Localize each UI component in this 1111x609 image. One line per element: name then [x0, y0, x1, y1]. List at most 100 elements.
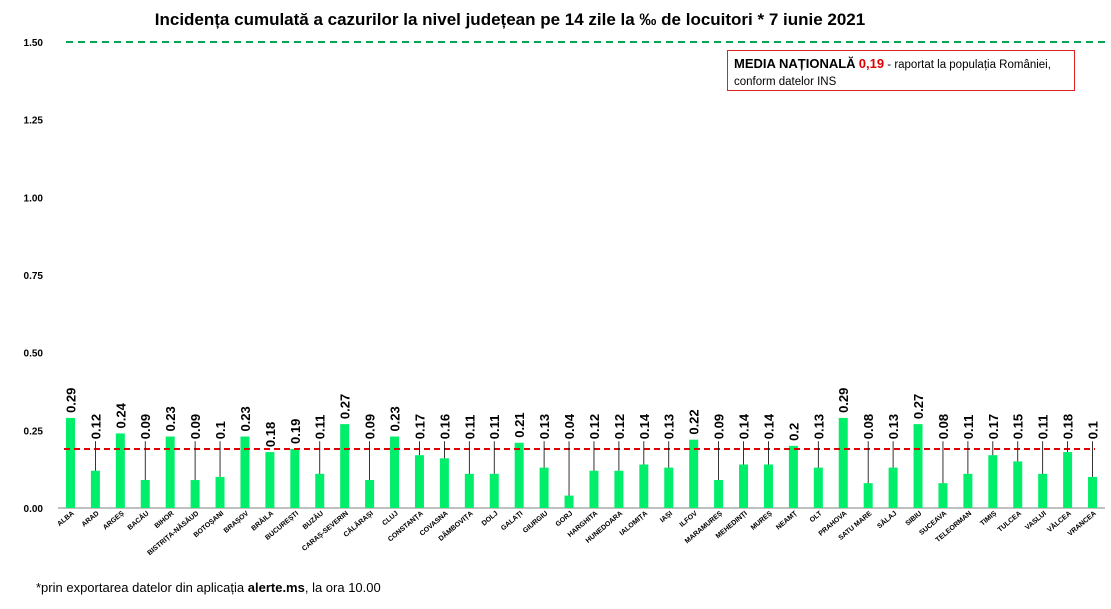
data-label: 0.27 — [911, 394, 926, 419]
bar-dolj — [489, 473, 499, 508]
bar-ilfov — [689, 439, 699, 508]
data-label: 0.1 — [213, 421, 228, 439]
footnote-suffix: , la ora 10.00 — [304, 580, 381, 595]
bar-caraș-severin — [340, 424, 350, 508]
data-label: 0.18 — [263, 422, 278, 447]
x-tick-label: DOLJ — [481, 510, 500, 527]
footnote-prefix: *prin exportarea datelor din aplicația — [36, 580, 248, 595]
bar-sibiu — [913, 424, 923, 508]
x-tick-label: BRĂILA — [249, 509, 275, 533]
bar-tulcea — [1013, 461, 1023, 508]
x-tick-label: GIURGIU — [522, 510, 549, 535]
y-tick-label: 1.25 — [24, 116, 44, 127]
x-tick-label: ARGEȘ — [102, 510, 126, 532]
x-tick-label: MUREȘ — [750, 510, 774, 532]
x-tick-label: TULCEA — [997, 510, 1023, 534]
x-tick-label: ALBA — [56, 510, 75, 528]
x-tick-label: OLT — [809, 510, 824, 524]
data-label: 0.29 — [836, 388, 851, 413]
x-tick-label: NEAMȚ — [775, 510, 799, 532]
data-label: 0.14 — [761, 413, 776, 439]
bar-timiș — [988, 455, 998, 508]
data-label: 0.16 — [437, 414, 452, 439]
data-label: 0.12 — [612, 414, 627, 439]
bar-prahova — [838, 417, 848, 508]
x-tick-label: IAȘI — [659, 510, 674, 524]
x-tick-label: TIMIȘ — [979, 510, 998, 528]
bar-argeș — [115, 433, 125, 508]
bar-suceava — [938, 483, 948, 508]
data-label: 0.14 — [637, 413, 652, 439]
bar-bacău — [140, 480, 150, 508]
x-tick-label: ARAD — [81, 510, 101, 528]
bar-alba — [65, 417, 75, 508]
data-label: 0.18 — [1061, 414, 1076, 439]
legend-value: 0,19 — [858, 56, 885, 71]
bar-iași — [664, 467, 674, 508]
x-tick-label: CARAȘ-SEVERIN — [301, 510, 350, 553]
bar-gorj — [564, 495, 574, 508]
data-label: 0.21 — [512, 412, 527, 437]
bar-călărași — [365, 480, 375, 508]
bar-bucurești — [290, 448, 300, 508]
x-tick-label: SĂLAJ — [875, 509, 898, 531]
bar-brașov — [240, 436, 250, 508]
data-label: 0.11 — [1036, 415, 1051, 440]
bar-brăila — [265, 452, 275, 508]
y-tick-label: 1.50 — [24, 38, 44, 49]
y-tick-label: 0.50 — [24, 349, 44, 360]
x-tick-label: BACĂU — [125, 509, 150, 532]
data-label: 0.11 — [313, 415, 328, 440]
x-tick-label: GORJ — [555, 510, 575, 528]
bar-mehedinți — [739, 464, 749, 508]
bar-sălaj — [888, 467, 898, 508]
national-mean-legend: MEDIA NAȚIONALĂ 0,19 - raportat la popul… — [727, 50, 1075, 91]
x-tick-label: ILFOV — [679, 510, 700, 529]
y-tick-label: 0.00 — [24, 504, 44, 515]
bar-teleorman — [963, 473, 973, 508]
x-tick-label: SIBIU — [905, 510, 924, 527]
bar-constanța — [414, 455, 424, 508]
data-label: 0.12 — [587, 414, 602, 439]
data-label: 0.23 — [388, 406, 403, 431]
bar-olt — [813, 467, 823, 508]
legend-label: MEDIA NAȚIONALĂ — [734, 56, 856, 71]
bar-vâlcea — [1063, 452, 1073, 508]
chart-title: Incidența cumulată a cazurilor la nivel … — [154, 10, 866, 29]
data-label: 0.17 — [412, 414, 427, 439]
data-label: 0.09 — [363, 414, 378, 439]
data-label: 0.22 — [687, 409, 702, 434]
data-label: 0.09 — [138, 414, 153, 439]
bar-ialomița — [639, 464, 649, 508]
x-tick-label: BRAȘOV — [223, 510, 251, 535]
data-label: 0.13 — [886, 414, 901, 439]
bar-giurgiu — [539, 467, 549, 508]
bar-bihor — [165, 436, 175, 508]
data-label: 0.15 — [1011, 414, 1026, 439]
x-tick-label: CLUJ — [381, 510, 400, 527]
data-label: 0.11 — [462, 415, 477, 440]
x-tick-label: BUZĂU — [300, 509, 325, 532]
data-label: 0.29 — [63, 388, 78, 413]
bar-arad — [90, 470, 100, 508]
data-label: 0.08 — [936, 414, 951, 439]
bar-bistrița-năsăud — [190, 480, 200, 508]
x-tick-label: GALAȚI — [500, 510, 524, 532]
legend-text-line1: - raportat la populația României, — [884, 59, 1051, 71]
footnote-bold: alerte.ms — [247, 580, 305, 595]
bar-hunedoara — [614, 470, 624, 508]
data-label: 0.23 — [238, 406, 253, 431]
data-label: 0.11 — [961, 415, 976, 440]
data-label: 0.1 — [1086, 421, 1101, 439]
data-label: 0.2 — [786, 423, 801, 441]
x-tick-label: IALOMIȚA — [619, 510, 649, 537]
bar-buzău — [315, 473, 325, 508]
bar-botoșani — [215, 476, 225, 508]
data-label: 0.08 — [861, 414, 876, 439]
x-tick-label: VASLUI — [1024, 510, 1048, 532]
footnote: *prin exportarea datelor din aplicația a… — [36, 580, 381, 595]
data-label: 0.09 — [188, 414, 203, 439]
y-tick-label: 1.00 — [24, 193, 44, 204]
bar-covasna — [439, 458, 449, 508]
